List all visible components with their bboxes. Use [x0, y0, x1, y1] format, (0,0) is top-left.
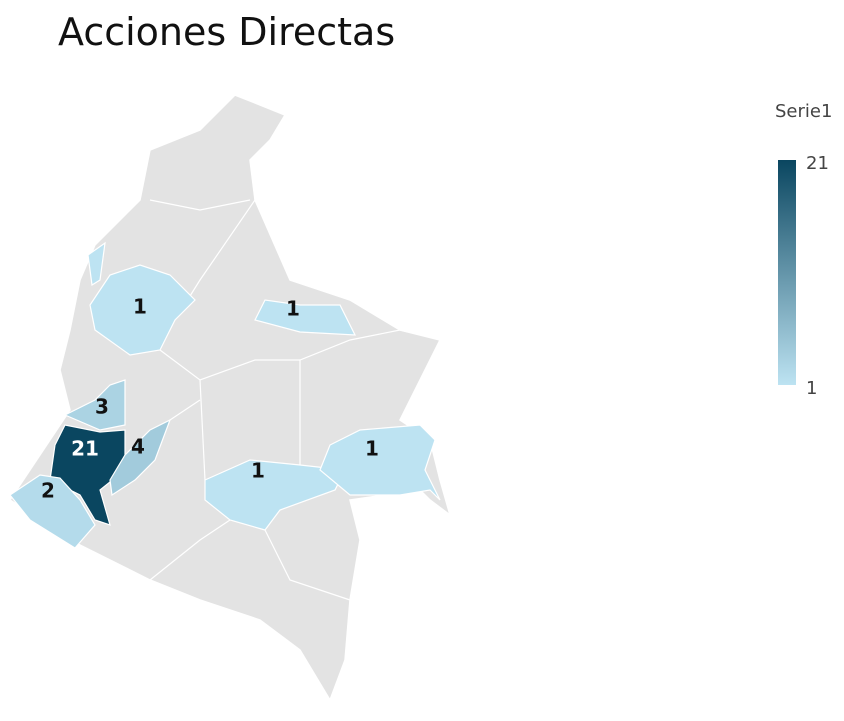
- region: [87, 241, 196, 356]
- region-label: 1: [286, 297, 300, 321]
- legend-max-label: 21: [806, 153, 829, 174]
- region-label: 1: [251, 459, 265, 483]
- legend-min-label: 1: [806, 378, 817, 399]
- region: [319, 424, 441, 501]
- region: [9, 474, 96, 549]
- country-base: [8, 94, 452, 702]
- region-label: 21: [71, 437, 99, 461]
- title: Acciones Directas: [58, 10, 395, 54]
- region: [109, 418, 172, 497]
- legend-title: Serie1: [775, 101, 832, 122]
- region: [63, 379, 126, 431]
- region-label: 3: [95, 395, 109, 419]
- department-borders: [149, 199, 401, 601]
- region-label: 2: [41, 479, 55, 503]
- legend-gradient: [778, 160, 796, 385]
- region-label: 4: [131, 435, 145, 459]
- region-label: 1: [133, 295, 147, 319]
- region: [204, 459, 346, 531]
- region-label: 1: [365, 437, 379, 461]
- region: [254, 299, 356, 336]
